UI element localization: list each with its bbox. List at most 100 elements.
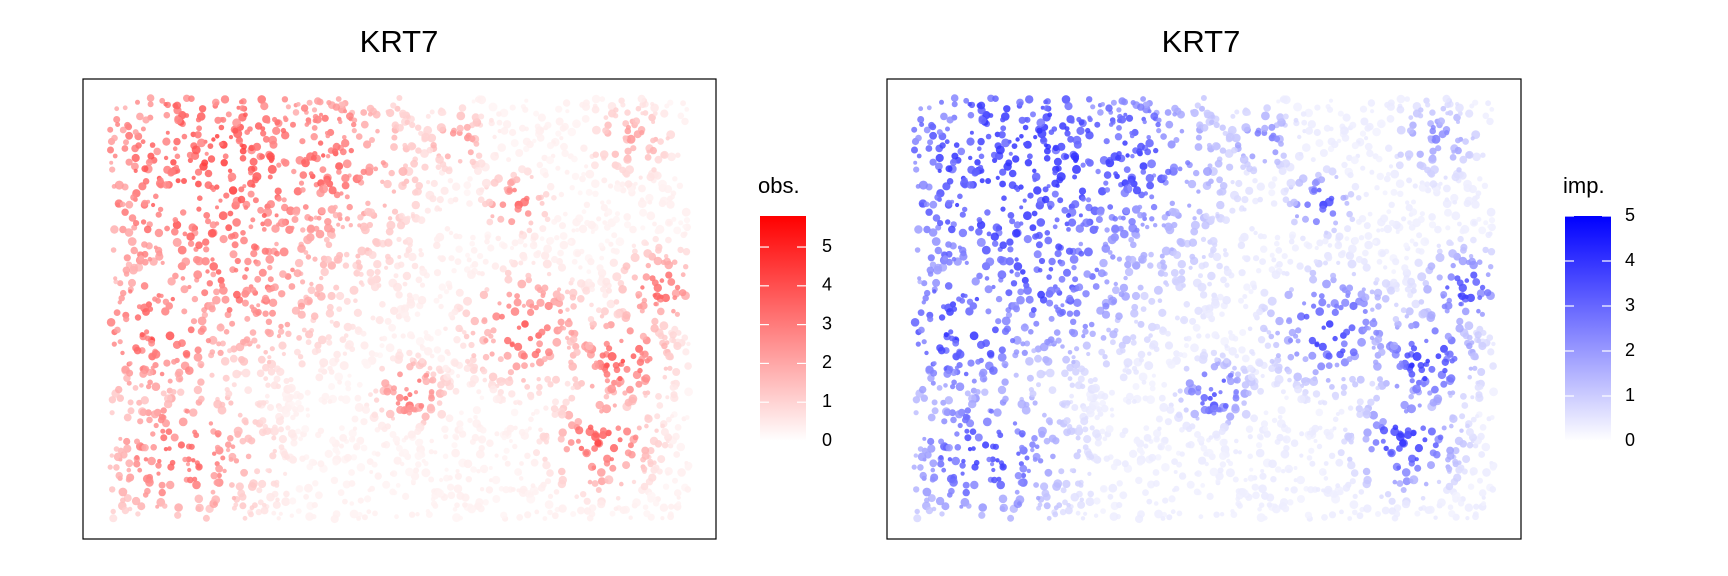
cell-dot bbox=[1363, 428, 1372, 437]
cell-dot bbox=[1028, 311, 1036, 319]
cell-dot bbox=[1048, 386, 1057, 394]
cell-dot bbox=[1267, 296, 1277, 306]
cell-dot bbox=[477, 196, 485, 203]
cell-dot bbox=[569, 277, 575, 283]
cell-dot bbox=[249, 505, 255, 511]
cell-dot bbox=[273, 375, 281, 383]
cell-dot bbox=[497, 143, 507, 152]
cell-dot bbox=[1352, 493, 1358, 499]
cell-dot bbox=[343, 333, 349, 338]
cell-dot bbox=[389, 488, 397, 496]
cell-dot bbox=[239, 155, 247, 162]
cell-dot bbox=[604, 362, 610, 369]
cell-dot bbox=[360, 168, 367, 176]
cell-dot bbox=[1347, 456, 1353, 462]
cell-dot bbox=[1034, 354, 1042, 363]
cell-dot bbox=[930, 369, 938, 377]
cell-dot bbox=[1268, 123, 1276, 131]
cell-dot bbox=[433, 450, 438, 455]
cell-dot bbox=[1341, 438, 1348, 445]
cell-dot bbox=[1444, 101, 1451, 109]
cell-dot bbox=[499, 108, 509, 118]
cell-dot bbox=[219, 235, 228, 244]
cell-dot bbox=[676, 442, 686, 452]
cell-dot bbox=[1370, 109, 1375, 114]
cell-dot bbox=[1211, 392, 1217, 398]
cell-dot bbox=[1183, 407, 1189, 413]
cell-dot bbox=[120, 497, 126, 504]
cell-dot bbox=[1445, 482, 1454, 491]
cell-dot bbox=[114, 180, 124, 190]
cell-dot bbox=[445, 414, 454, 423]
cell-dot bbox=[957, 193, 963, 200]
cell-dot bbox=[1340, 390, 1347, 396]
cell-dot bbox=[564, 289, 570, 295]
cell-dot bbox=[1149, 385, 1156, 392]
cell-dot bbox=[587, 424, 594, 431]
cell-dot bbox=[1477, 176, 1483, 182]
cell-dot bbox=[971, 446, 976, 451]
cell-dot bbox=[968, 225, 975, 232]
cell-dot bbox=[278, 426, 284, 433]
cell-dot bbox=[1009, 269, 1014, 274]
cell-dot bbox=[1094, 267, 1100, 273]
cell-dot bbox=[652, 500, 660, 507]
cell-dot bbox=[599, 96, 606, 102]
cell-dot bbox=[971, 277, 980, 286]
cell-dot bbox=[609, 444, 619, 453]
cell-dot bbox=[290, 414, 296, 421]
cell-dot bbox=[221, 295, 230, 304]
cell-dot bbox=[458, 515, 463, 521]
cell-dot bbox=[1083, 511, 1088, 516]
cell-dot bbox=[587, 479, 593, 485]
cell-dot bbox=[305, 254, 312, 260]
cell-dot bbox=[1073, 298, 1082, 307]
cell-dot bbox=[1309, 275, 1318, 284]
cell-dot bbox=[251, 183, 256, 188]
cell-dot bbox=[1304, 511, 1312, 519]
cell-dot bbox=[1013, 221, 1022, 229]
cell-dot bbox=[336, 291, 345, 301]
cell-dot bbox=[510, 307, 520, 316]
cell-dot bbox=[194, 168, 203, 176]
cell-dot bbox=[508, 390, 516, 398]
cell-dot bbox=[624, 180, 633, 188]
cell-dot bbox=[557, 410, 567, 419]
cell-dot bbox=[426, 146, 434, 154]
tissue-texture bbox=[106, 94, 693, 524]
cell-dot bbox=[214, 444, 221, 451]
cell-dot bbox=[113, 116, 121, 123]
cell-dot bbox=[497, 215, 505, 223]
cell-dot bbox=[998, 346, 1006, 354]
cell-dot bbox=[935, 153, 944, 163]
cell-dot bbox=[969, 130, 974, 135]
cell-dot bbox=[220, 455, 226, 461]
cell-dot bbox=[274, 241, 279, 247]
cell-dot bbox=[150, 444, 157, 451]
cell-dot bbox=[662, 374, 668, 380]
cell-dot bbox=[371, 411, 379, 419]
cell-dot bbox=[295, 428, 301, 435]
cell-dot bbox=[1200, 444, 1208, 452]
cell-dot bbox=[311, 125, 318, 131]
cell-dot bbox=[180, 276, 186, 281]
cell-dot bbox=[925, 506, 934, 515]
cell-dot bbox=[1407, 277, 1416, 286]
cell-dot bbox=[986, 456, 992, 463]
cell-dot bbox=[426, 180, 431, 185]
cell-dot bbox=[195, 117, 202, 123]
cell-dot bbox=[126, 467, 132, 473]
cell-dot bbox=[1325, 378, 1331, 383]
cell-dot bbox=[1157, 298, 1163, 304]
cell-dot bbox=[389, 355, 397, 362]
cell-dot bbox=[1449, 423, 1454, 429]
cell-dot bbox=[639, 308, 645, 314]
cell-dot bbox=[646, 211, 656, 221]
cell-dot bbox=[951, 456, 960, 466]
cell-dot bbox=[561, 149, 569, 158]
cell-dot bbox=[382, 480, 391, 489]
cell-dot bbox=[223, 329, 230, 335]
colorbar-tick-label: 4 bbox=[822, 275, 832, 295]
cell-dot bbox=[348, 147, 354, 154]
cell-dot bbox=[217, 405, 227, 415]
